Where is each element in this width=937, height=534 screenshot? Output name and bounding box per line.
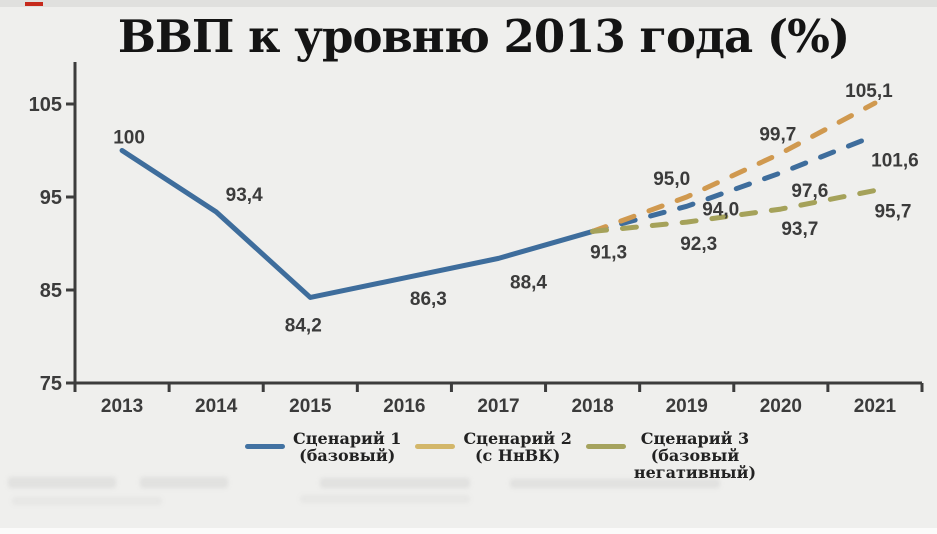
x-axis-label: 2021 [854,396,897,417]
series-line-dashed-2 [590,187,878,234]
data-label: 99,7 [759,124,796,145]
data-label: 93,7 [781,219,818,240]
legend-swatch-2 [415,444,456,449]
series-line-solid-0 [119,148,596,300]
chart-legend: Сценарий 1 (базовый) Сценарий 2 (с НнВК) Сце… [245,430,756,481]
data-label: 92,3 [680,234,717,255]
x-axis-label: 2017 [477,396,519,417]
legend-item-1: Сценарий 1 (базовый) [245,430,401,464]
y-axis-label: 75 [40,373,62,395]
legend-swatch-1 [245,444,285,449]
x-axis-label: 2016 [383,396,425,417]
x-axis-label: 2020 [760,396,802,417]
ghost-artifact [12,497,162,505]
x-axis-label: 2013 [101,396,143,417]
x-axis-label: 2014 [195,396,238,417]
data-label: 93,4 [226,185,263,206]
chart-title: ВВП к уровню 2013 года (%) [117,10,850,63]
x-axis-label: 2019 [666,396,708,417]
data-label: 88,4 [510,272,547,293]
data-label: 94,0 [702,199,739,220]
legend-label-1: Сценарий 1 (базовый) [293,429,402,465]
ghost-artifact [510,479,720,488]
data-label: 95,0 [653,169,690,190]
data-label: 100 [113,128,145,149]
data-label: 86,3 [410,289,447,310]
ghost-artifact [8,477,116,488]
data-label: 95,7 [874,201,911,222]
bottom-strip [0,528,937,534]
y-axis-label: 95 [40,187,62,209]
legend-swatch-3 [585,444,626,449]
legend-item-3: Сценарий 3 (базовый негативный) [585,429,757,482]
legend-item-2: Сценарий 2 (с НнВК) [415,429,572,465]
data-label: 97,6 [791,181,828,202]
series-line-dashed-1 [590,100,878,234]
series-line-dashed-0 [590,133,878,234]
legend-label-3: Сценарий 3 (базовый негативный) [633,429,757,482]
x-axis-label: 2018 [571,396,613,417]
legend-label-2: Сценарий 2 (с НнВК) [463,429,572,465]
ghost-artifact [300,495,470,503]
x-axis-label: 2015 [289,396,332,417]
y-axis-label: 105 [29,94,62,116]
red-mark [25,2,43,6]
data-label: 101,6 [871,151,919,172]
y-axis-label: 85 [40,280,62,302]
data-label: 91,3 [590,242,627,263]
top-strip [0,0,937,7]
ghost-artifact [320,478,470,488]
data-label: 84,2 [285,315,322,336]
data-label: 105,1 [845,81,893,102]
ghost-artifact [140,477,228,488]
